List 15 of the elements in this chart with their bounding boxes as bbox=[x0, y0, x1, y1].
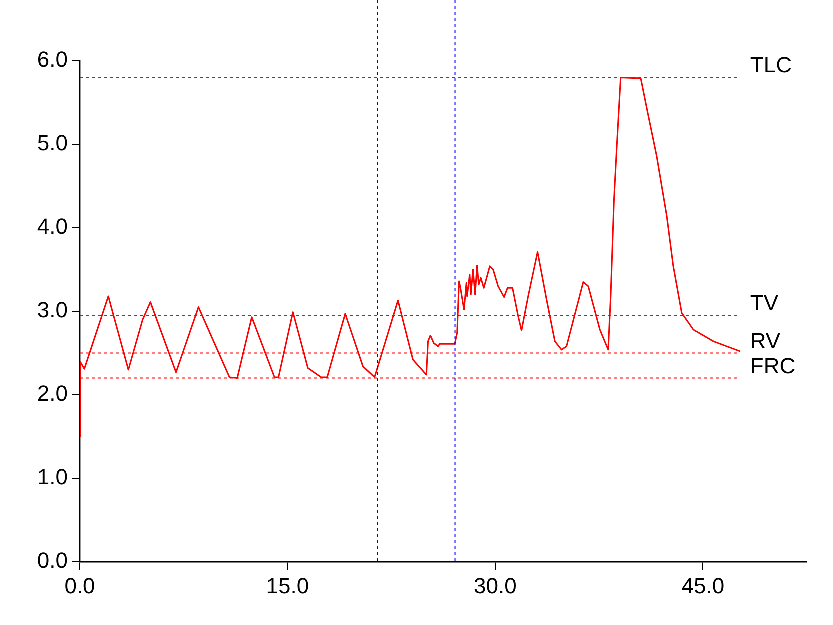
y-tick-label: 4.0 bbox=[37, 214, 68, 240]
y-tick-label: 6.0 bbox=[37, 47, 68, 72]
ref-line-label: RV bbox=[750, 328, 781, 354]
x-tick-label: 45.0 bbox=[682, 573, 725, 598]
ref-line-label: TLC bbox=[750, 52, 792, 78]
y-tick-label: 5.0 bbox=[37, 130, 68, 156]
x-tick-label: 0.0 bbox=[64, 573, 96, 598]
x-tick-label: 15.0 bbox=[266, 573, 310, 598]
y-tick-label: 3.0 bbox=[37, 298, 68, 323]
ref-line-label: FRC bbox=[750, 353, 796, 378]
y-tick-label: 1.0 bbox=[37, 464, 68, 490]
y-tick-label: 0.0 bbox=[37, 548, 68, 574]
ref-line-label: TV bbox=[750, 290, 779, 316]
y-tick-label: 2.0 bbox=[37, 381, 68, 406]
x-tick-label: 30.0 bbox=[474, 573, 517, 598]
